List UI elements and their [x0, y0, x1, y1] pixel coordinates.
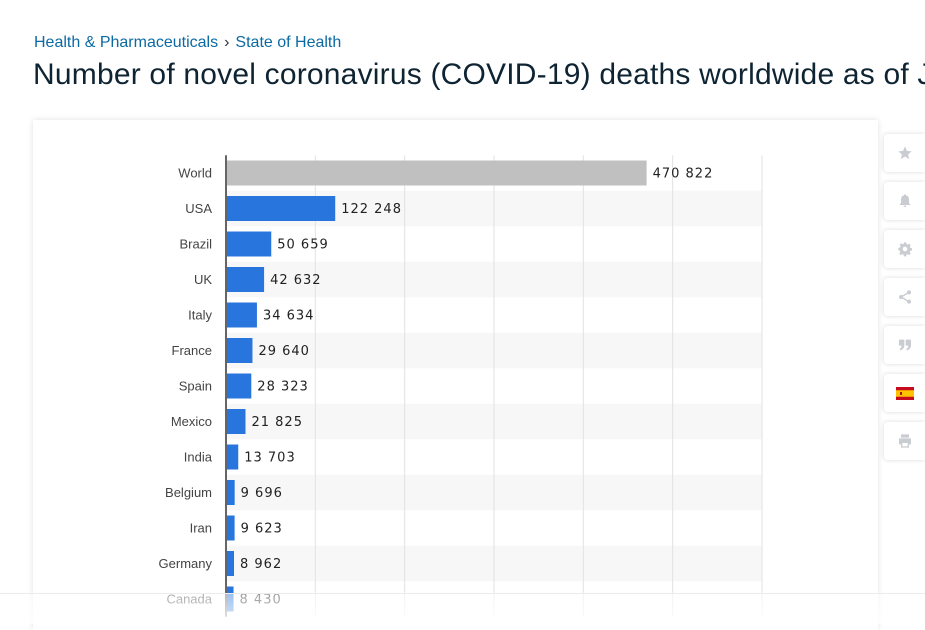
category-label: Belgium [165, 485, 212, 500]
bar [227, 160, 647, 186]
bar [227, 480, 235, 505]
value-label: 470 822 [653, 167, 714, 182]
bar [227, 302, 257, 328]
value-label: 9 623 [241, 522, 283, 537]
notification-button[interactable] [884, 182, 925, 220]
bar [227, 551, 235, 576]
bar [227, 231, 272, 257]
value-label: 42 632 [270, 273, 322, 288]
value-label: 8 962 [240, 557, 282, 572]
category-label: India [184, 450, 213, 465]
chart-card: World 470 822 USA 122 248 Brazil 50 659 UK 42 6… [33, 120, 878, 630]
bell-icon [899, 194, 910, 207]
category-label: France [172, 343, 212, 358]
language-button[interactable] [884, 374, 925, 412]
value-label: 29 640 [258, 344, 310, 359]
category-label: Mexico [171, 414, 212, 429]
bar [227, 373, 252, 399]
spain-flag-icon [895, 386, 914, 400]
print-icon [898, 434, 911, 448]
settings-button[interactable] [884, 230, 925, 268]
favorite-button[interactable] [884, 134, 925, 172]
value-label: 13 703 [244, 451, 295, 466]
breadcrumb-link-state-of-health[interactable]: State of Health [235, 34, 342, 51]
category-label: Italy [188, 308, 212, 323]
bar-chart: World 470 822 USA 122 248 Brazil 50 659 UK 42 6… [159, 155, 763, 617]
quote-icon [898, 339, 911, 351]
category-label: Germany [159, 556, 213, 571]
category-label: Iran [190, 521, 212, 536]
breadcrumb-link-health-pharmaceuticals[interactable]: Health & Pharmaceuticals [34, 34, 219, 51]
breadcrumb: Health & Pharmaceuticals › State of Health [34, 34, 341, 52]
category-label: World [178, 166, 212, 181]
category-label: Brazil [179, 237, 212, 252]
gear-icon [897, 242, 912, 257]
print-button[interactable] [884, 422, 925, 460]
value-label: 50 659 [277, 238, 329, 253]
value-label: 122 248 [341, 202, 402, 217]
category-label: Spain [179, 379, 212, 394]
share-button[interactable] [884, 278, 925, 316]
value-label: 9 696 [241, 486, 283, 501]
bar [227, 515, 235, 541]
cite-button[interactable] [884, 326, 925, 364]
share-icon [898, 290, 911, 304]
value-label: 21 825 [251, 415, 303, 430]
category-label: UK [194, 272, 212, 287]
bottom-fade-overlay [0, 593, 925, 624]
bar [227, 267, 265, 292]
category-label: USA [185, 201, 212, 216]
value-label: 34 634 [263, 309, 315, 324]
star-icon [897, 146, 912, 160]
bar [227, 196, 336, 221]
page-title: Number of novel coronavirus (COVID-19) d… [33, 58, 925, 91]
breadcrumb-separator: › [224, 34, 230, 51]
bar [227, 444, 239, 470]
bar [227, 409, 246, 434]
bar [227, 338, 253, 363]
value-label: 28 323 [257, 380, 309, 395]
